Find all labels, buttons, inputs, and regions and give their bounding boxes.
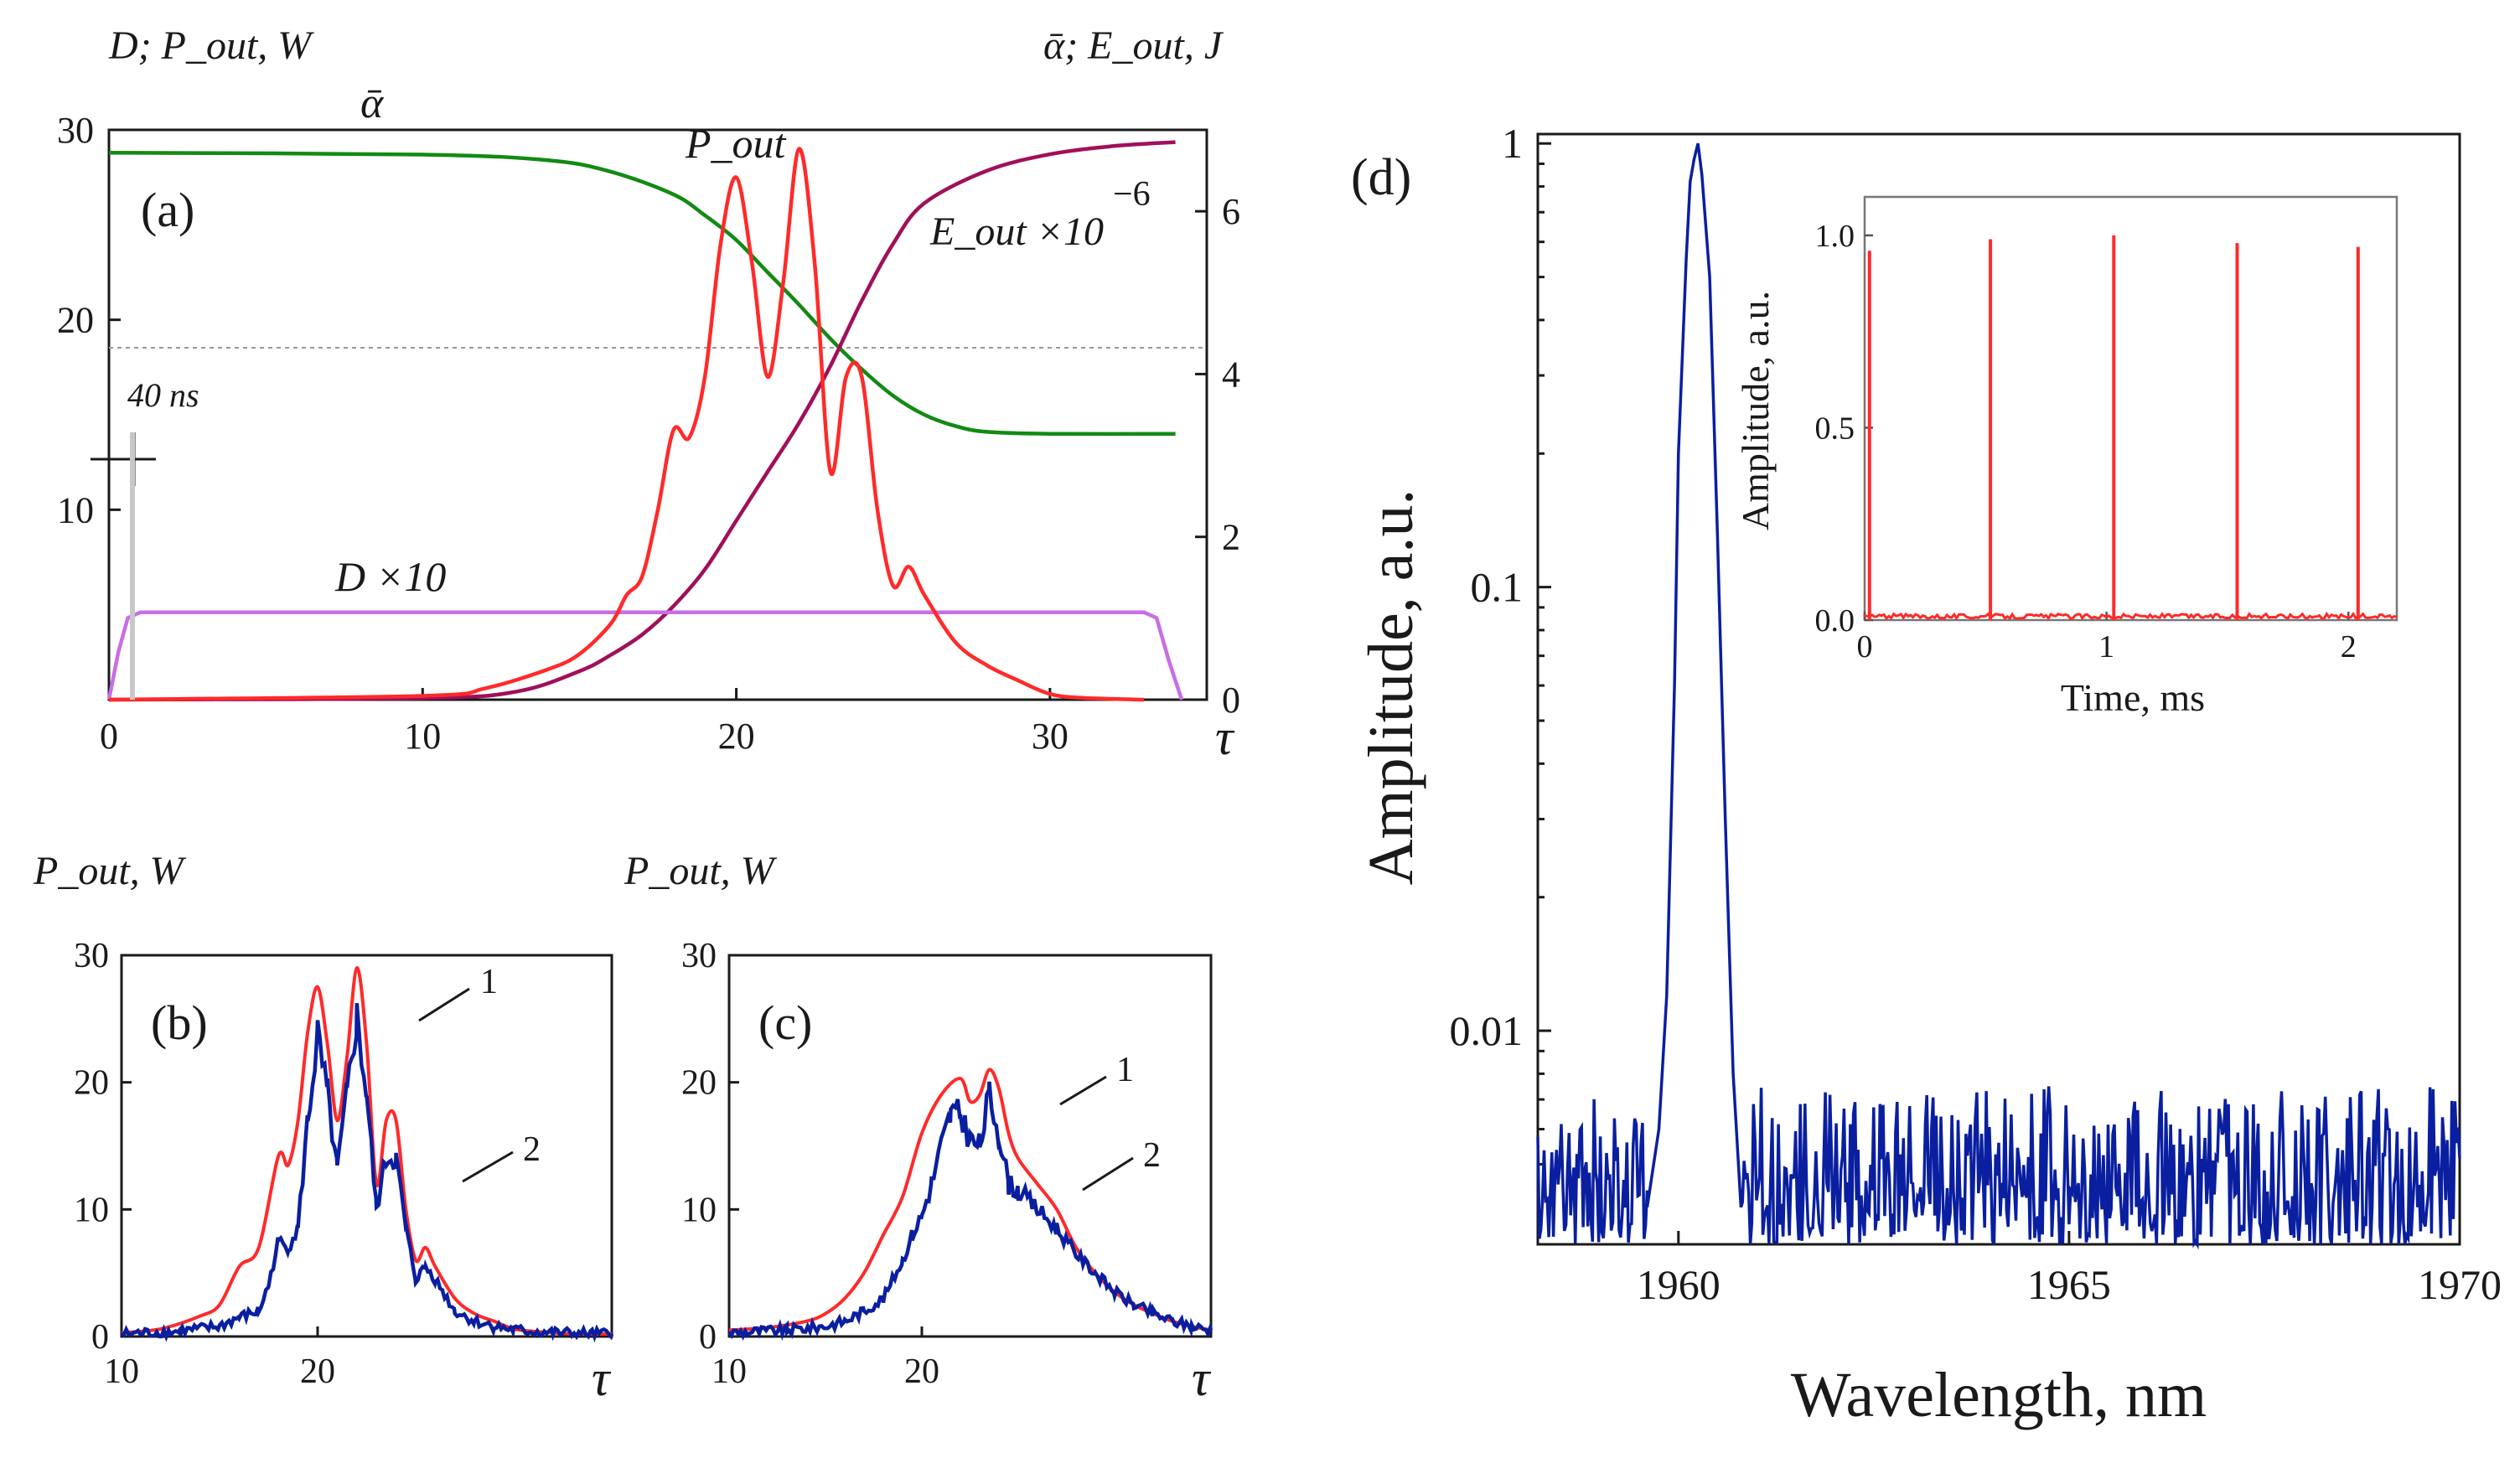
- panel-c-y-tick-label: 30: [681, 937, 717, 975]
- panel-a-x-label: τ: [1215, 710, 1235, 765]
- panel-d-y-tick-label: 1: [1502, 120, 1523, 167]
- panel-a-curves: [106, 140, 1184, 702]
- inset-x-tick-label: 2: [2341, 629, 2357, 664]
- panel-c-curve-1-label: 1: [1116, 1051, 1134, 1089]
- panel-b-curves: [120, 966, 614, 1343]
- panel-c-x-tick-label: 10: [711, 1352, 747, 1391]
- panel-d-y-tick-label: 0.01: [1450, 1007, 1524, 1054]
- panel-a-right-tick-label: 2: [1222, 517, 1240, 558]
- inset-y-tick-label: 0.5: [1815, 411, 1855, 446]
- panel-a: 0 10 20 30 10 20 30 0 2 4 6 D; P_out, W ᾱ; E_out, …: [57, 23, 1240, 765]
- panel-d-y-label: Amplitude, a.u.: [1356, 489, 1426, 886]
- ns-scale-label: 40 ns: [127, 376, 199, 414]
- eout-exponent: −6: [1113, 175, 1151, 214]
- inset-y-label: Amplitude, a.u.: [1734, 291, 1777, 530]
- pout-label: P_out: [685, 120, 787, 167]
- panel-c-y-tick-label: 0: [699, 1318, 717, 1357]
- panel-b-y-tick-label: 20: [74, 1064, 109, 1103]
- panel-a-right-tick-label: 0: [1222, 680, 1240, 721]
- panel-c-y-tick-label: 20: [681, 1064, 717, 1103]
- inset-ticks: 0 1 2 0.0 0.5 1.0: [1815, 219, 2357, 664]
- panel-b-pointer-2: [462, 1150, 514, 1183]
- panel-a-x-tick-label: 30: [1032, 716, 1069, 757]
- panel-b-x-tick-label: 10: [104, 1352, 139, 1391]
- panel-b-pointer-1: [418, 987, 470, 1022]
- panel-c-pointer-1: [1059, 1075, 1107, 1106]
- inset-x-label: Time, ms: [2061, 676, 2205, 719]
- panel-b-frame: [120, 954, 613, 1338]
- panel-a-label: (a): [141, 183, 194, 237]
- panel-d-x-tick-label: 1965: [2027, 1261, 2111, 1308]
- panel-b-curve-1-label: 1: [480, 963, 498, 1001]
- panel-a-left-tick-label: 10: [57, 489, 94, 530]
- inset-curves: [1863, 235, 2398, 621]
- panel-c-frame: [727, 954, 1213, 1338]
- panel-c-label: (c): [758, 995, 812, 1050]
- inset-x-tick-label: 1: [2098, 629, 2114, 664]
- panel-b-label: (b): [151, 995, 208, 1050]
- panel-d-x-tick-label: 1960: [1637, 1261, 1721, 1308]
- inset-frame: [1863, 195, 2398, 622]
- panel-d-label: (d): [1351, 149, 1411, 206]
- alpha-label: ᾱ: [360, 80, 385, 127]
- eout-label: E_out ×10: [929, 209, 1104, 254]
- spectrum-curve: [1536, 142, 2461, 1250]
- panel-a-x-tick-label: 10: [404, 716, 441, 757]
- panel-c-x-label: τ: [1192, 1351, 1212, 1406]
- panel-b-curve-2: [120, 1003, 614, 1343]
- panel-c-x-tick-label: 20: [904, 1352, 939, 1391]
- panel-d-x-label: Wavelength, nm: [1791, 1360, 2207, 1430]
- panel-a-right-axis-label: ᾱ; E_out, J: [1043, 23, 1224, 68]
- eout-curve: [108, 140, 1176, 702]
- panel-c-curves: [727, 1068, 1213, 1342]
- panel-a-left-tick-label: 30: [57, 110, 94, 151]
- panel-d-curves: [1536, 142, 2461, 1250]
- inset-chart: 0 1 2 0.0 0.5 1.0 Time, ms Amplitude, a.u.: [1734, 195, 2398, 719]
- panel-b-y-label: P_out, W: [33, 849, 187, 893]
- inset-y-tick-label: 0.0: [1815, 603, 1855, 639]
- panel-d-y-tick-label: 0.1: [1471, 564, 1524, 611]
- panel-a-left-tick-label: 20: [57, 300, 94, 341]
- panel-c-curve-1: [728, 1068, 1212, 1332]
- alpha-curve: [108, 150, 1176, 437]
- panel-a-right-tick-label: 4: [1222, 354, 1240, 395]
- panel-b-y-tick-label: 30: [74, 937, 109, 975]
- panel-a-left-axis-label: D; P_out, W: [108, 23, 314, 68]
- panel-b-x-label: τ: [592, 1351, 612, 1406]
- panel-a-ticks: 0 10 20 30 10 20 30 0 2 4 6: [57, 110, 1240, 757]
- panel-b-x-tick-label: 20: [300, 1352, 335, 1391]
- panel-b-curve-1: [121, 966, 612, 1336]
- pout-curve: [108, 147, 1145, 702]
- panel-b-y-tick-label: 10: [74, 1191, 109, 1229]
- inset-y-tick-label: 1.0: [1815, 219, 1855, 254]
- inset-x-tick-label: 0: [1857, 629, 1873, 664]
- panel-c-pointer-2: [1082, 1156, 1134, 1192]
- ns-scale-bar: [91, 432, 156, 700]
- panel-d-x-tick-label: 1970: [2418, 1261, 2502, 1308]
- d-label: D ×10: [334, 553, 446, 600]
- inset-baseline: [1863, 611, 2398, 621]
- panel-c-y-label: P_out, W: [624, 849, 778, 893]
- panel-c-curve-2-label: 2: [1143, 1136, 1161, 1175]
- panel-a-x-tick-label: 0: [100, 716, 118, 757]
- panel-c-y-tick-label: 10: [681, 1191, 717, 1229]
- panel-c-curve-2: [727, 1081, 1213, 1342]
- panel-a-right-tick-label: 6: [1222, 191, 1240, 232]
- panel-b-y-tick-label: 0: [91, 1318, 109, 1357]
- panel-a-x-tick-label: 20: [718, 716, 755, 757]
- panel-a-frame: [107, 128, 1208, 701]
- panel-b-curve-2-label: 2: [523, 1130, 541, 1169]
- d-curve: [106, 610, 1184, 701]
- panel-d-frame: [1536, 132, 2461, 1246]
